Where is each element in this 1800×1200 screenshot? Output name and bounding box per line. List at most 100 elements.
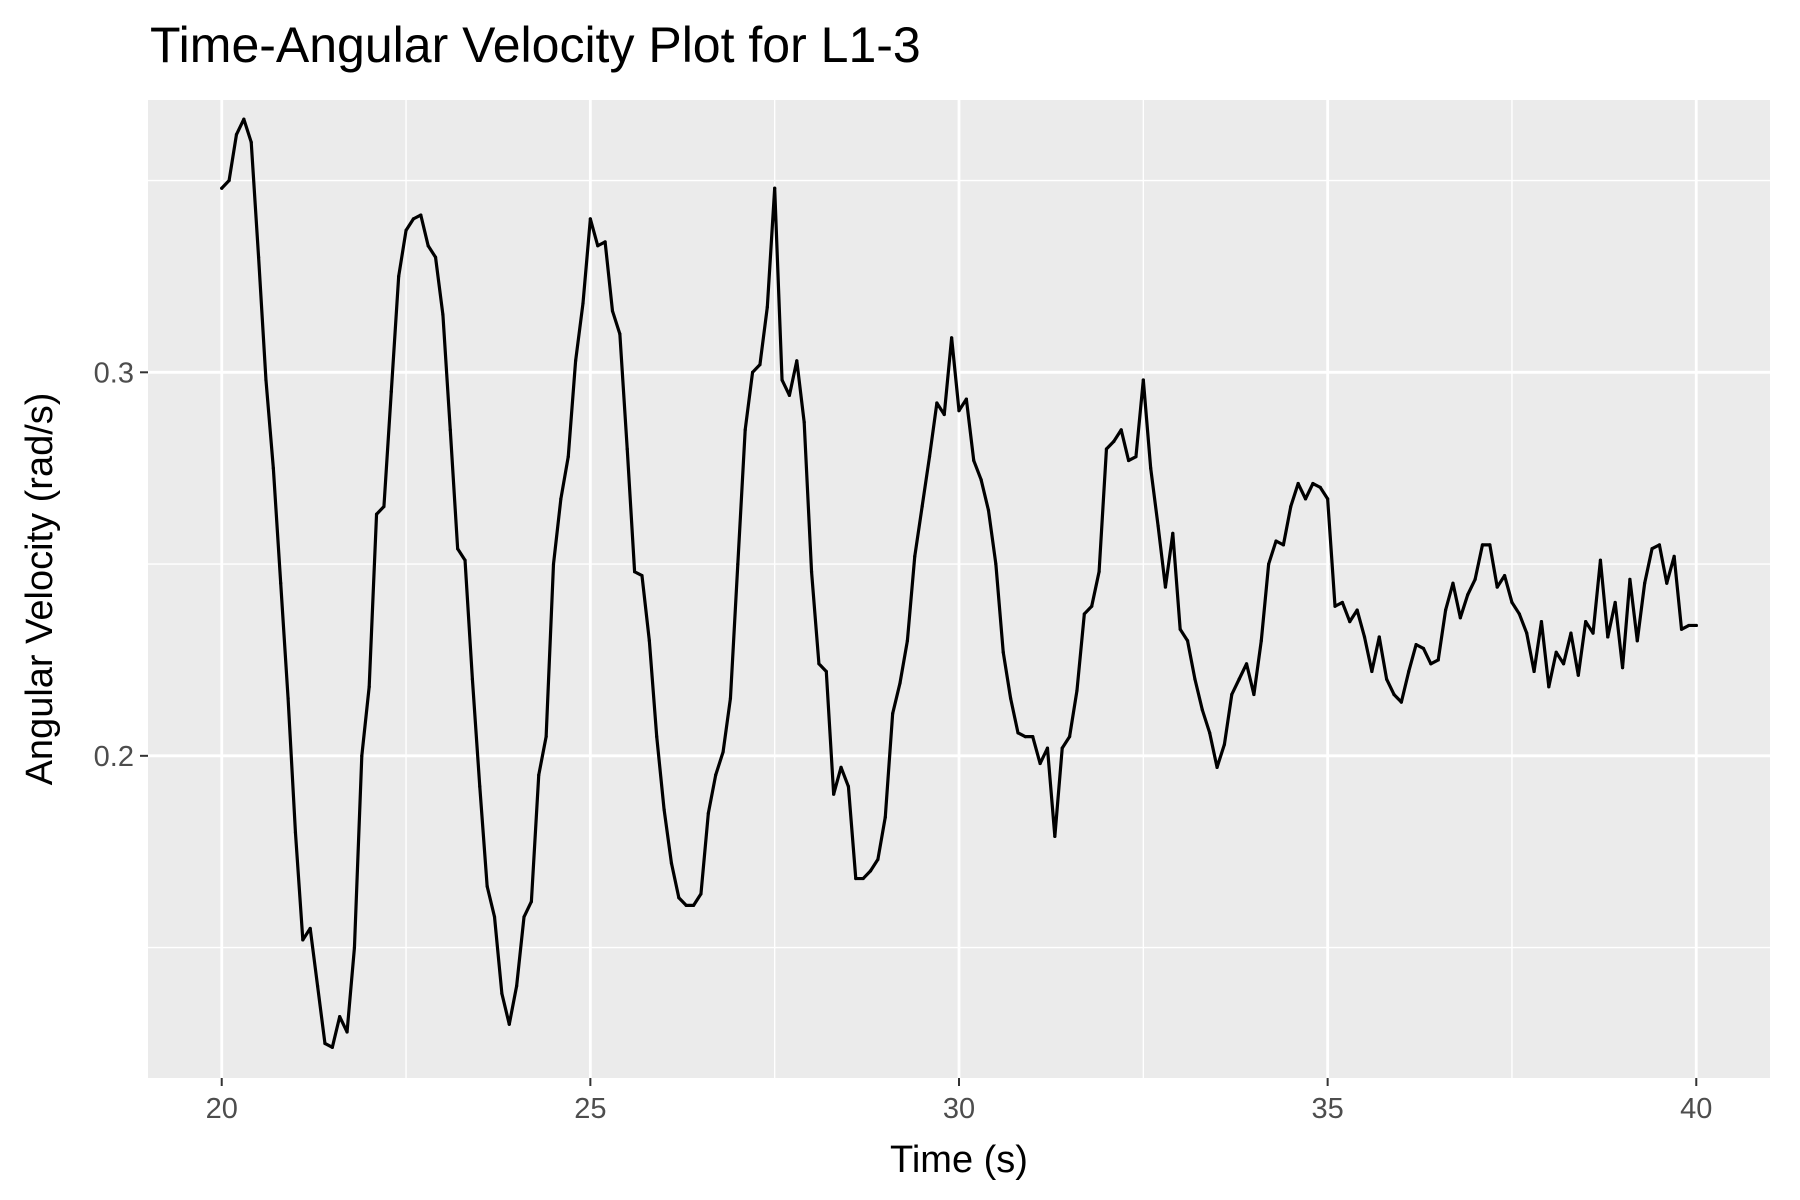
data-point	[1635, 639, 1639, 643]
data-point	[603, 240, 607, 244]
data-point	[1267, 562, 1271, 566]
data-point	[1385, 677, 1389, 681]
data-point	[1296, 481, 1300, 486]
data-point	[1067, 735, 1072, 739]
data-point	[1480, 543, 1485, 547]
data-point	[1318, 485, 1322, 489]
data-point	[411, 217, 416, 221]
data-point	[957, 409, 961, 413]
data-point	[1193, 677, 1197, 681]
data-point	[1311, 481, 1315, 486]
data-point	[765, 305, 769, 309]
data-point	[522, 915, 526, 919]
data-point	[1458, 616, 1462, 620]
data-point	[588, 217, 592, 221]
data-point	[1392, 692, 1396, 697]
data-point	[1045, 746, 1050, 750]
data-point	[404, 228, 408, 232]
data-point	[1628, 577, 1632, 582]
data-point	[596, 244, 600, 248]
data-point	[1252, 692, 1256, 697]
data-point	[905, 639, 909, 643]
data-point	[249, 140, 253, 144]
data-point	[441, 313, 445, 317]
data-point	[1163, 585, 1168, 589]
data-point	[352, 946, 357, 950]
data-point	[433, 255, 438, 259]
data-point	[1104, 447, 1109, 451]
data-point	[618, 332, 622, 336]
data-point	[883, 815, 887, 819]
data-point	[279, 581, 283, 585]
data-point	[1687, 623, 1691, 628]
data-point	[1554, 650, 1558, 654]
data-point	[802, 420, 806, 424]
data-point	[389, 389, 393, 394]
data-point	[360, 754, 364, 758]
data-point	[854, 876, 858, 881]
data-point	[1407, 669, 1411, 674]
data-point	[1539, 620, 1544, 624]
data-point	[1399, 700, 1403, 704]
x-tick-label: 35	[1312, 1093, 1344, 1125]
data-point	[795, 359, 799, 363]
data-point	[1429, 662, 1433, 666]
data-point	[714, 773, 718, 777]
data-point	[773, 186, 777, 190]
data-point	[728, 696, 733, 700]
data-point	[478, 784, 482, 789]
chart-title: Time-Angular Velocity Plot for L1-3	[150, 17, 921, 73]
data-point	[286, 696, 290, 700]
data-point	[691, 903, 696, 908]
data-point	[551, 562, 556, 566]
data-point	[1156, 524, 1160, 528]
data-point	[610, 309, 615, 313]
data-point	[463, 558, 467, 562]
data-point	[898, 681, 902, 685]
data-point	[1289, 504, 1293, 509]
data-point	[1414, 643, 1418, 647]
data-point	[743, 428, 747, 432]
data-point	[397, 274, 401, 279]
x-axis-title: Time (s)	[890, 1139, 1028, 1181]
data-point	[972, 458, 976, 463]
data-point	[1259, 639, 1263, 643]
data-point	[544, 735, 548, 739]
data-point	[1185, 639, 1190, 643]
data-point	[1451, 581, 1455, 585]
data-point	[1606, 635, 1610, 639]
data-point	[315, 984, 320, 988]
data-point	[1576, 673, 1580, 677]
data-point	[330, 1045, 334, 1049]
data-point	[529, 899, 533, 904]
data-point	[1532, 669, 1536, 674]
data-point	[964, 397, 968, 401]
data-point	[780, 378, 784, 382]
data-point	[293, 830, 298, 835]
data-point	[367, 685, 371, 689]
data-point	[1171, 531, 1175, 535]
x-tick-label: 20	[206, 1093, 238, 1125]
data-point	[942, 412, 946, 417]
data-point	[994, 562, 998, 566]
data-point	[1362, 635, 1367, 639]
data-point	[1333, 604, 1337, 608]
data-point	[979, 478, 983, 482]
x-tick-label: 30	[943, 1093, 975, 1125]
data-point	[448, 428, 452, 432]
data-point	[1591, 631, 1595, 635]
data-point	[950, 336, 954, 340]
data-point	[913, 554, 917, 559]
data-point	[1237, 677, 1241, 681]
data-point	[1340, 600, 1344, 605]
data-point	[419, 213, 423, 217]
data-point	[1060, 746, 1064, 750]
data-point	[1178, 627, 1182, 631]
data-point	[1001, 650, 1005, 654]
data-point	[323, 1041, 327, 1046]
data-point	[1466, 593, 1470, 597]
data-point	[669, 861, 674, 865]
data-point	[234, 132, 239, 137]
data-point	[1215, 765, 1219, 769]
data-point	[574, 359, 578, 363]
